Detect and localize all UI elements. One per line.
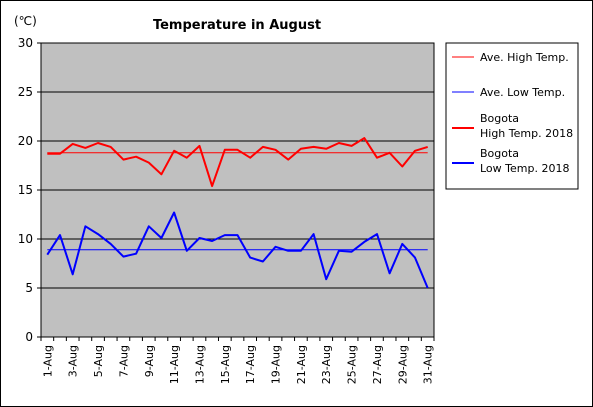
x-tick-label: 17-Aug	[244, 345, 257, 384]
x-tick-label: 7-Aug	[117, 345, 130, 377]
y-tick-label: 30	[18, 36, 33, 50]
x-tick-label: 27-Aug	[371, 345, 384, 384]
legend-label: Ave. High Temp.	[480, 51, 569, 64]
x-tick-label: 13-Aug	[193, 345, 206, 384]
y-tick-label: 10	[18, 232, 33, 246]
x-tick-label: 25-Aug	[346, 345, 359, 384]
legend-label: Bogota	[480, 147, 519, 160]
y-tick-label: 0	[25, 330, 33, 344]
x-tick-label: 21-Aug	[295, 345, 308, 384]
x-tick-label: 23-Aug	[320, 345, 333, 384]
chart-title: Temperature in August	[153, 18, 321, 33]
y-tick-label: 15	[18, 183, 33, 197]
x-tick-label: 5-Aug	[92, 345, 105, 377]
legend: Ave. High Temp. Ave. Low Temp. Bogota High …	[452, 51, 573, 175]
x-tick-label: 1-Aug	[41, 345, 54, 377]
x-tick-label: 29-Aug	[396, 345, 409, 384]
x-tick-label: 11-Aug	[168, 345, 181, 384]
legend-label: Ave. Low Temp.	[480, 86, 565, 99]
y-tick-label: 25	[18, 85, 33, 99]
x-axis: 1-Aug 3-Aug 5-Aug 7-Aug 9-Aug 11-Aug 13-Aug 15-…	[40, 337, 435, 384]
x-tick-label: 19-Aug	[270, 345, 283, 384]
x-tick-label: 3-Aug	[67, 345, 80, 377]
series-line-3	[46, 211, 429, 289]
y-tick-label: 20	[18, 134, 33, 148]
x-tick-label: 15-Aug	[219, 345, 232, 384]
series-line-2	[47, 137, 428, 188]
legend-box	[445, 42, 579, 190]
y-axis: 0 5 10 15 20 25 30	[18, 36, 41, 344]
legend-label: Bogota	[480, 112, 519, 125]
legend-label: High Temp. 2018	[480, 127, 573, 140]
series-lines	[46, 137, 429, 289]
x-tick-label: 31-Aug	[422, 345, 435, 384]
gridlines	[41, 91, 434, 289]
y-unit-label: (℃)	[14, 14, 37, 28]
x-tick-label: 9-Aug	[143, 345, 156, 377]
y-tick-label: 5	[25, 281, 33, 295]
legend-label: Low Temp. 2018	[480, 162, 569, 175]
